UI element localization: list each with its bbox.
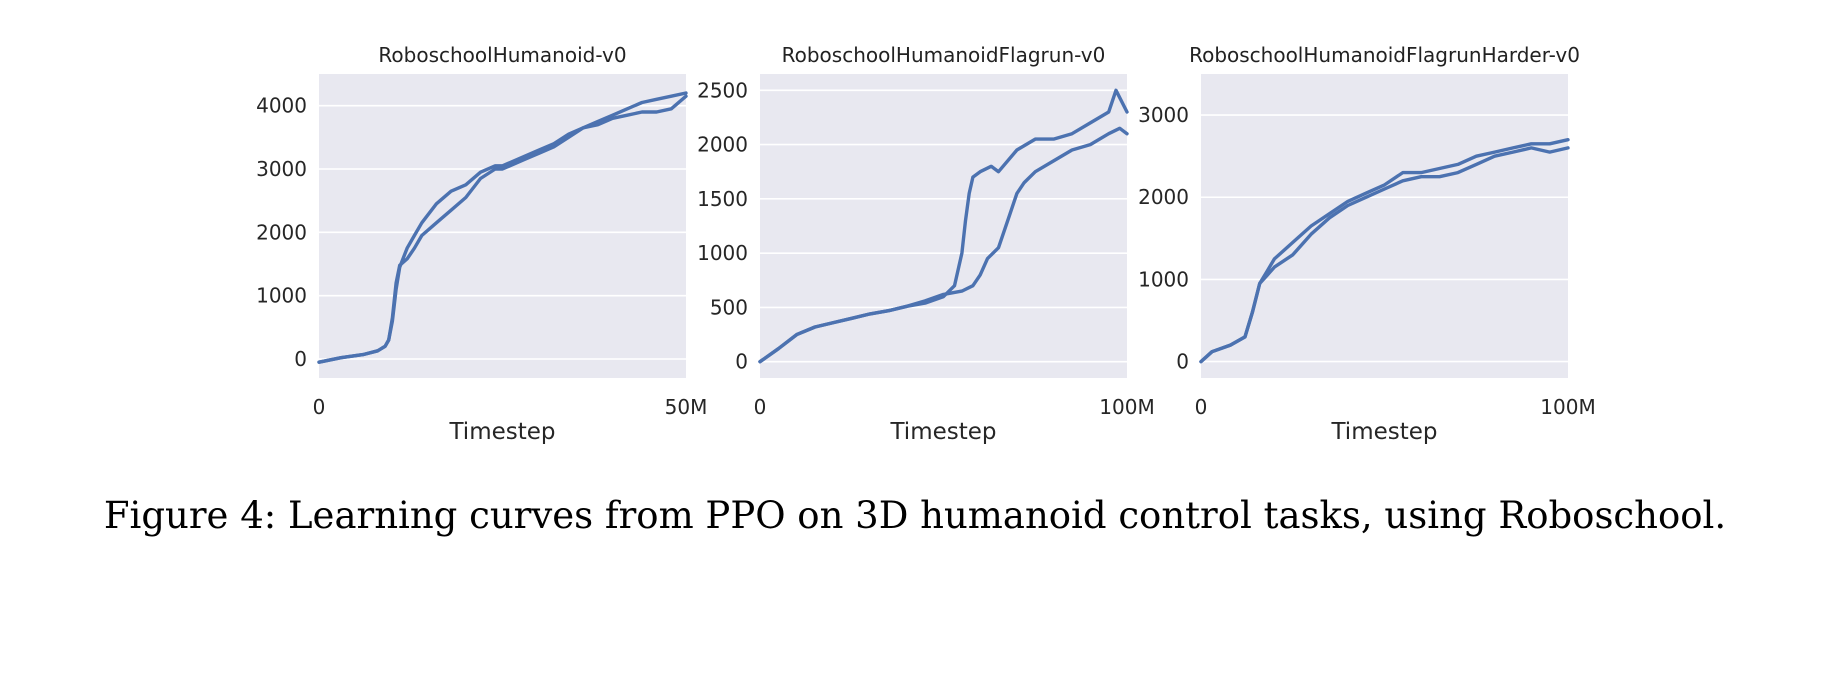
chart-panel-3: 0 1000 2000 3000 0 100M RoboschoolHumanoidFlag… <box>1138 43 1596 445</box>
series-line-2 <box>1199 146 1570 364</box>
y-tick-label: 1500 <box>697 187 748 211</box>
y-tick-label: 3000 <box>256 157 307 181</box>
x-tick-label: 100M <box>1540 395 1595 419</box>
x-axis-label: Timestep <box>1330 419 1437 445</box>
y-tick-label: 2000 <box>1138 185 1189 209</box>
x-tick-label: 0 <box>1195 395 1208 419</box>
series-line-2 <box>317 94 688 364</box>
chart-title: RoboschoolHumanoidFlagrunHarder-v0 <box>1189 43 1580 67</box>
x-tick-label: 100M <box>1099 395 1154 419</box>
y-tick-label: 1000 <box>1138 267 1189 291</box>
x-axis-label: Timestep <box>448 419 555 445</box>
y-tick-label: 0 <box>735 350 748 374</box>
x-tick-label: 50M <box>665 395 708 419</box>
x-tick-label: 0 <box>754 395 767 419</box>
y-tick-label: 4000 <box>256 94 307 118</box>
x-axis-label: Timestep <box>889 419 996 445</box>
chart-title: RoboschoolHumanoid-v0 <box>378 43 626 67</box>
chart-panel-1: 0 1000 2000 3000 4000 0 50M RoboschoolHumanoid-… <box>256 43 707 445</box>
y-tick-label: 1000 <box>256 284 307 308</box>
y-tick-label: 500 <box>710 295 748 319</box>
y-tick-label: 2000 <box>256 220 307 244</box>
plot-area <box>1201 74 1568 378</box>
series-line-2 <box>758 126 1129 364</box>
y-tick-label: 2500 <box>697 78 748 102</box>
y-tick-label: 2000 <box>697 133 748 157</box>
plot-area <box>319 74 686 378</box>
y-tick-label: 0 <box>294 347 307 371</box>
chart-title: RoboschoolHumanoidFlagrun-v0 <box>782 43 1106 67</box>
x-tick-label: 0 <box>313 395 326 419</box>
chart-panel-2: 0 500 1000 1500 2000 2500 0 100M RoboschoolHuman… <box>697 43 1155 445</box>
y-tick-label: 0 <box>1176 350 1189 374</box>
y-tick-label: 3000 <box>1138 103 1189 127</box>
figure-caption: Figure 4: Learning curves from PPO on 3D… <box>103 494 1727 537</box>
y-tick-label: 1000 <box>697 241 748 265</box>
plot-area <box>760 74 1127 378</box>
